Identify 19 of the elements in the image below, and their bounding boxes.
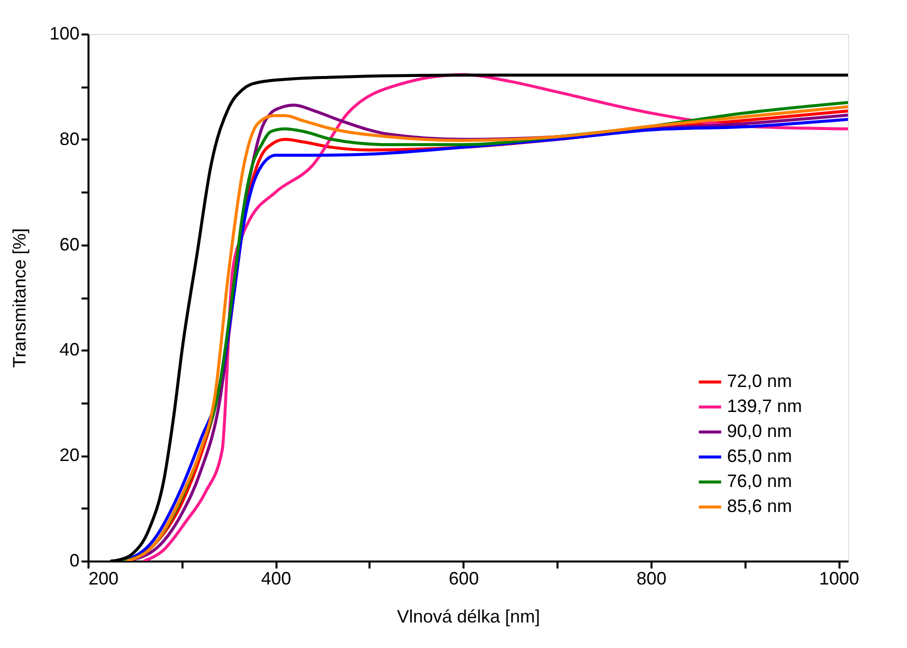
legend-label: 76,0 nm [727, 471, 792, 491]
x-tick-label: 1000 [819, 568, 860, 588]
legend-label: 85,6 nm [727, 496, 792, 516]
y-tick-label: 80 [59, 128, 80, 149]
y-tick-label: 40 [59, 340, 80, 360]
y-axis-title: Transmitance [%] [9, 228, 30, 368]
x-tick-label: 200 [88, 568, 119, 588]
y-tick-label: 60 [59, 234, 80, 254]
x-tick-label: 400 [261, 568, 292, 588]
y-tick-label: 0 [69, 550, 80, 570]
y-tick-label: 100 [49, 24, 80, 44]
x-tick-label: 600 [448, 568, 479, 588]
x-axis-title: Vlnová délka [nm] [396, 606, 540, 626]
legend-label: 72,0 nm [727, 371, 792, 391]
y-tick-label: 20 [59, 445, 80, 466]
legend-label: 65,0 nm [727, 446, 792, 466]
legend-label: 90,0 nm [727, 421, 792, 441]
x-tick-label: 800 [636, 568, 666, 588]
legend-label: 139,7 nm [727, 396, 802, 416]
